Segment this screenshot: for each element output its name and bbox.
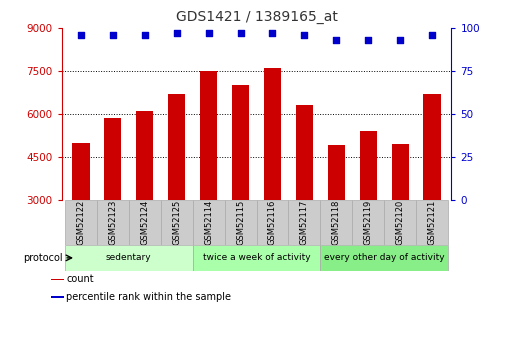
Point <box>236 30 245 36</box>
Bar <box>264 68 281 200</box>
Text: GSM52117: GSM52117 <box>300 200 309 245</box>
Text: GSM52119: GSM52119 <box>364 200 373 245</box>
Bar <box>97 200 129 245</box>
Bar <box>391 144 409 200</box>
Text: GSM52122: GSM52122 <box>76 200 85 245</box>
Text: GSM52125: GSM52125 <box>172 200 181 245</box>
Point <box>76 32 85 37</box>
Point <box>300 32 308 37</box>
Bar <box>225 200 256 245</box>
Text: twice a week of activity: twice a week of activity <box>203 253 310 263</box>
Point <box>396 37 404 42</box>
Point <box>109 32 117 37</box>
Point <box>364 37 372 42</box>
Bar <box>416 200 448 245</box>
Text: GSM52116: GSM52116 <box>268 200 277 245</box>
Text: every other day of activity: every other day of activity <box>324 253 445 263</box>
Bar <box>256 200 288 245</box>
Bar <box>321 200 352 245</box>
Point <box>205 30 213 36</box>
Bar <box>65 245 192 271</box>
Point <box>141 32 149 37</box>
Text: sedentary: sedentary <box>106 253 151 263</box>
Point <box>268 30 277 36</box>
Bar <box>65 200 97 245</box>
Text: GSM52121: GSM52121 <box>428 200 437 245</box>
Bar <box>232 85 249 200</box>
Bar <box>136 111 153 200</box>
Text: percentile rank within the sample: percentile rank within the sample <box>66 292 231 302</box>
Bar <box>104 118 122 200</box>
Bar <box>129 200 161 245</box>
Text: GSM52123: GSM52123 <box>108 200 117 245</box>
Text: GSM52115: GSM52115 <box>236 200 245 245</box>
Bar <box>192 200 225 245</box>
Text: protocol: protocol <box>24 253 63 263</box>
Bar <box>321 245 448 271</box>
Point <box>428 32 437 37</box>
Bar <box>288 200 321 245</box>
Text: count: count <box>66 275 94 284</box>
Text: GSM52120: GSM52120 <box>396 200 405 245</box>
Text: GSM52124: GSM52124 <box>140 200 149 245</box>
Bar <box>360 131 377 200</box>
Bar <box>168 94 185 200</box>
Title: GDS1421 / 1389165_at: GDS1421 / 1389165_at <box>175 10 338 24</box>
Text: GSM52114: GSM52114 <box>204 200 213 245</box>
Bar <box>161 200 192 245</box>
Text: GSM52118: GSM52118 <box>332 200 341 245</box>
Bar <box>200 71 218 200</box>
Bar <box>352 200 384 245</box>
Bar <box>295 105 313 200</box>
Point <box>332 37 341 42</box>
Bar <box>192 245 321 271</box>
Bar <box>51 296 64 298</box>
Bar <box>51 278 64 280</box>
Point <box>172 30 181 36</box>
Bar <box>384 200 416 245</box>
Bar <box>423 94 441 200</box>
Bar <box>328 146 345 200</box>
Bar <box>72 142 90 200</box>
